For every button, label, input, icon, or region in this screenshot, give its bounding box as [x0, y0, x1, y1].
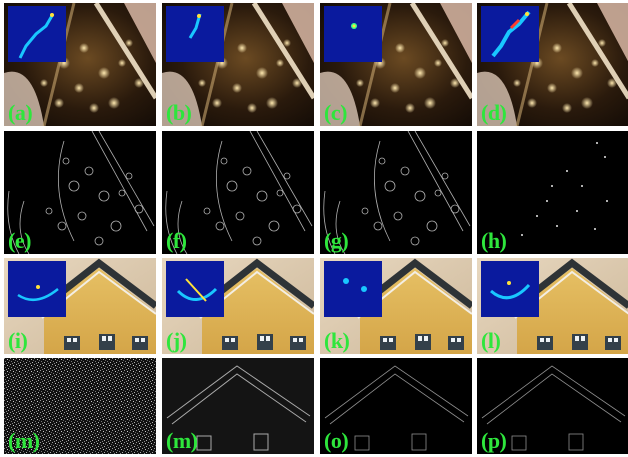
- heatmap-inset: [324, 261, 382, 317]
- panel-p: (p): [477, 358, 628, 454]
- panel-l: (l): [477, 258, 628, 354]
- panel-label: (j): [166, 328, 187, 353]
- panel-o: (o): [320, 358, 472, 454]
- panel-label: (d): [481, 100, 507, 125]
- panel-d: (d): [477, 3, 628, 126]
- panel-label: (e): [8, 228, 31, 253]
- heatmap-inset: [8, 261, 66, 317]
- heatmap-inset: [166, 6, 224, 62]
- panel-label: (p): [481, 428, 507, 453]
- panel-i: (i): [4, 258, 156, 354]
- panel-label: (f): [166, 228, 187, 253]
- panel-k: (k): [320, 258, 472, 354]
- heatmap-inset: [481, 6, 539, 62]
- heatmap-inset: [481, 261, 539, 317]
- panel-j: (j): [162, 258, 314, 354]
- panel-label: (a): [8, 100, 33, 125]
- panel-c: (c): [320, 3, 472, 126]
- panel-label: (l): [481, 328, 501, 353]
- panel-a: (a): [4, 3, 156, 126]
- panel-label: (m): [166, 428, 198, 453]
- panel-m: (m): [4, 358, 156, 454]
- panel-f: (f): [162, 131, 314, 254]
- panel-e: (e): [4, 131, 156, 254]
- heatmap-inset: [324, 6, 382, 62]
- heatmap-inset: [8, 6, 66, 62]
- panel-label: (i): [8, 328, 28, 353]
- panel-label: (b): [166, 100, 192, 125]
- panel-label: (g): [324, 228, 349, 253]
- panel-g: (g): [320, 131, 472, 254]
- panel-b: (b): [162, 3, 314, 126]
- heatmap-inset: [166, 261, 224, 317]
- panel-label: (k): [324, 328, 350, 353]
- panel-label: (m): [8, 428, 40, 453]
- panel-n: (m): [162, 358, 314, 454]
- panel-h: (h): [477, 131, 628, 254]
- panel-label: (o): [324, 428, 349, 453]
- panel-label: (h): [481, 228, 507, 253]
- panel-label: (c): [324, 100, 347, 125]
